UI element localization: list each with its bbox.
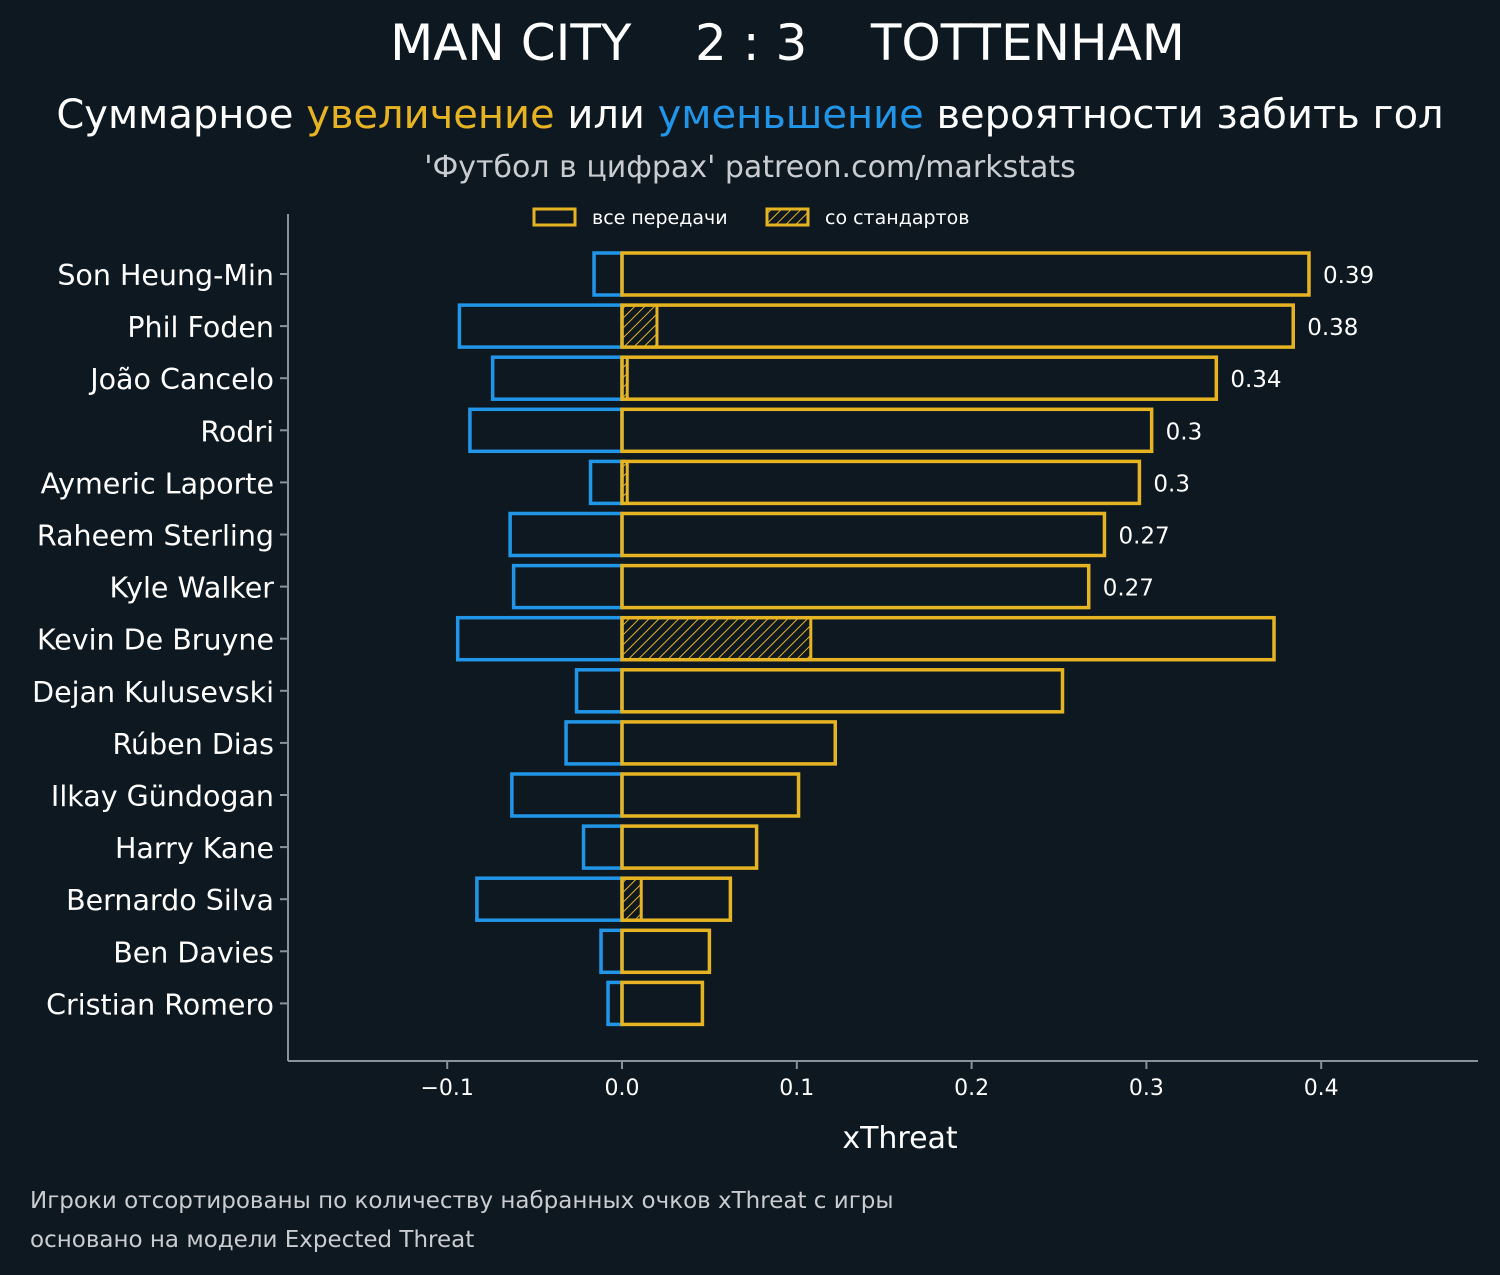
player-label: Ben Davies	[113, 936, 274, 969]
decrease-bar	[564, 720, 624, 766]
footnote-sorting: Игроки отсортированы по количеству набра…	[30, 1188, 894, 1214]
subtitle-part2: или	[554, 92, 658, 138]
x-axis-label: xThreat	[842, 1121, 958, 1156]
player-label: Son Heung-Min	[57, 259, 274, 292]
x-tick-label: 0.2	[954, 1076, 989, 1101]
chart-source: 'Футбол в цифрах' patreon.com/markstats	[424, 150, 1076, 185]
data-label: 0.38	[1307, 315, 1358, 341]
decrease-bar	[581, 824, 624, 870]
increase-bar	[620, 407, 1154, 454]
increase-bar	[620, 615, 1276, 662]
increase-bar	[620, 251, 1311, 297]
decrease-bar	[606, 980, 624, 1027]
increase-bar	[620, 720, 838, 766]
decrease-bar	[457, 303, 624, 349]
x-tick-label: −0.1	[420, 1076, 473, 1101]
player-label: Dejan Kulusevski	[32, 676, 274, 709]
home-team: MAN CITY	[390, 14, 632, 72]
legend-label-set-pieces: со стандартов	[825, 207, 969, 229]
player-label: Harry Kane	[115, 832, 274, 865]
increase-bar	[620, 459, 1142, 506]
decrease-bar	[468, 407, 624, 454]
decrease-bar	[599, 928, 624, 975]
data-label: 0.3	[1166, 419, 1203, 445]
decrease-bar	[455, 615, 624, 662]
decrease-bar	[511, 563, 624, 610]
footnote-model: основано на модели Expected Threat	[30, 1227, 475, 1253]
legend: все передачи со стандартов	[532, 207, 969, 229]
increase-bar	[620, 876, 733, 922]
increase-bar	[620, 980, 705, 1027]
data-label: 0.39	[1323, 263, 1374, 289]
decrease-bar	[490, 355, 624, 401]
player-label: Phil Foden	[127, 311, 274, 344]
decrease-bar	[475, 876, 624, 922]
player-label: Raheem Sterling	[37, 520, 274, 553]
set-piece-bar	[620, 303, 659, 349]
away-team: TOTTENHAM	[870, 14, 1185, 72]
increase-bar	[620, 928, 712, 975]
player-label: Ilkay Gündogan	[51, 780, 274, 813]
increase-bar	[620, 355, 1219, 401]
match-score: 2 : 3	[695, 14, 808, 72]
increase-bar	[620, 668, 1065, 714]
player-label: Cristian Romero	[46, 988, 274, 1021]
chart-title: MAN CITY 2 : 3 TOTTENHAM	[0, 14, 1500, 72]
plot-area: −0.1 0.0 0.1 0.2 0.3 0.4 Son Heung-Min 0.39 Phil…	[32, 214, 1478, 1101]
x-tick-label: 0.4	[1304, 1076, 1339, 1101]
subtitle-part3: вероятности забить гол	[923, 92, 1444, 138]
decrease-bar	[508, 511, 624, 558]
player-label: Kyle Walker	[110, 572, 275, 605]
data-label: 0.27	[1118, 524, 1169, 550]
player-label: Bernardo Silva	[66, 884, 274, 917]
player-label: Rodri	[200, 415, 274, 448]
decrease-bar	[574, 668, 624, 714]
data-label: 0.3	[1153, 471, 1190, 497]
subtitle-decrease: уменьшение	[657, 92, 924, 138]
x-tick-label: 0.0	[605, 1076, 640, 1101]
decrease-bar	[510, 772, 624, 818]
data-label: 0.34	[1230, 367, 1281, 393]
set-piece-bar	[620, 616, 813, 662]
increase-bar	[620, 303, 1295, 349]
increase-bar	[620, 772, 801, 818]
legend-swatch-all-passes	[532, 207, 577, 227]
increase-bar	[620, 511, 1107, 558]
increase-bar	[620, 824, 759, 870]
legend-label-all-passes: все передачи	[592, 207, 728, 229]
player-label: João Cancelo	[88, 363, 274, 396]
data-label: 0.27	[1103, 576, 1154, 602]
subtitle-increase: увеличение	[306, 92, 555, 138]
chart-subtitle: Суммарное увеличение или уменьшение веро…	[0, 92, 1500, 138]
decrease-bar	[588, 459, 624, 506]
x-tick-label: 0.1	[779, 1076, 814, 1101]
decrease-bar	[592, 251, 624, 297]
legend-swatch-set-pieces	[765, 207, 810, 227]
x-tick-label: 0.3	[1129, 1076, 1164, 1101]
player-label: Rúben Dias	[112, 728, 274, 761]
set-piece-bar	[620, 876, 643, 922]
player-label: Kevin De Bruyne	[37, 624, 274, 657]
player-label: Aymeric Laporte	[41, 467, 274, 500]
subtitle-part1: Суммарное	[56, 92, 307, 138]
increase-bar	[620, 563, 1091, 610]
